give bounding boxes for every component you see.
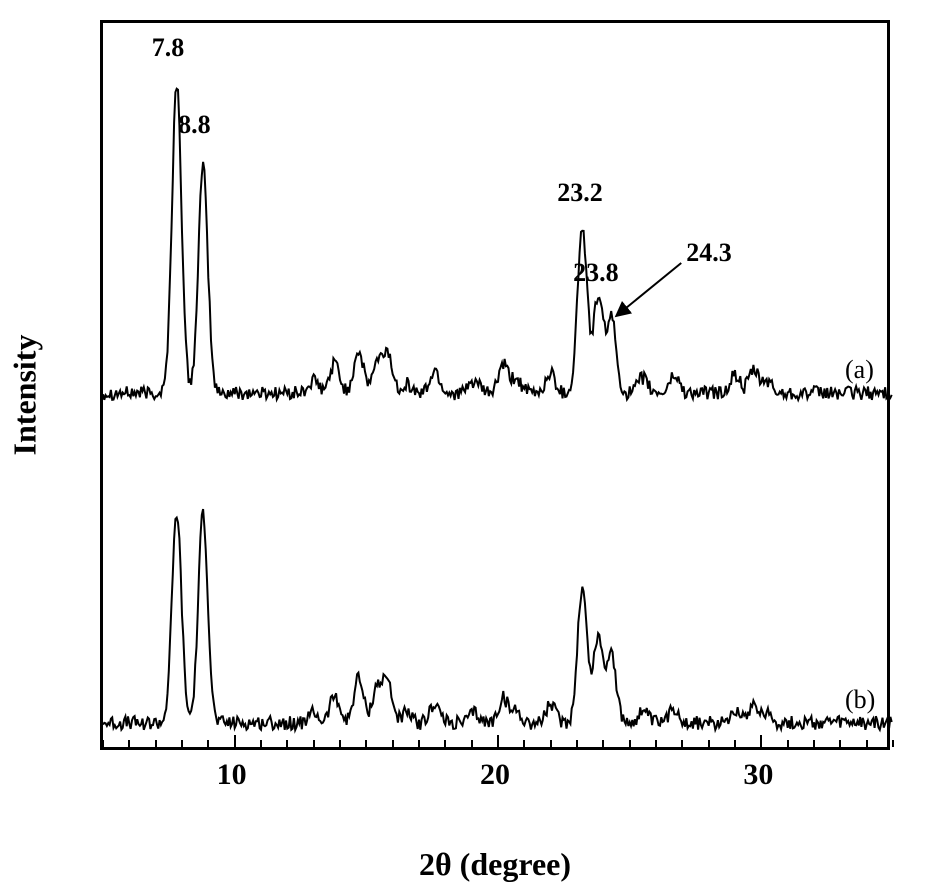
x-major-tick	[760, 735, 762, 747]
peak-label-24-3: 24.3	[686, 238, 732, 268]
x-minor-tick	[602, 740, 604, 747]
x-minor-tick	[418, 740, 420, 747]
x-minor-tick	[339, 740, 341, 747]
peak-label-7-8: 7.8	[152, 33, 185, 63]
series-label-b: (b)	[845, 685, 875, 715]
peak-arrow	[616, 263, 681, 316]
x-minor-tick	[392, 740, 394, 747]
peak-label-8-8: 8.8	[178, 110, 211, 140]
x-minor-tick	[550, 740, 552, 747]
x-major-tick	[497, 735, 499, 747]
series-label-a: (a)	[845, 355, 874, 385]
x-minor-tick	[260, 740, 262, 747]
x-tick-label: 10	[217, 758, 247, 792]
x-minor-tick	[681, 740, 683, 747]
x-minor-tick	[128, 740, 130, 747]
x-minor-tick	[286, 740, 288, 747]
x-minor-tick	[181, 740, 183, 747]
x-minor-tick	[892, 740, 894, 747]
spectra-svg	[103, 23, 893, 753]
x-minor-tick	[629, 740, 631, 747]
x-minor-tick	[839, 740, 841, 747]
x-minor-tick	[866, 740, 868, 747]
x-minor-tick	[708, 740, 710, 747]
spectrum-b	[103, 509, 892, 730]
plot-area: 7.8 8.8 23.2 23.8 24.3 (a) (b)	[100, 20, 890, 750]
x-minor-tick	[813, 740, 815, 747]
x-minor-tick	[444, 740, 446, 747]
x-axis-label: 2θ (degree)	[419, 846, 571, 883]
peak-label-23-2: 23.2	[557, 178, 603, 208]
x-minor-tick	[313, 740, 315, 747]
x-minor-tick	[102, 740, 104, 747]
x-minor-tick	[155, 740, 157, 747]
x-minor-tick	[365, 740, 367, 747]
xrd-chart: 7.8 8.8 23.2 23.8 24.3 (a) (b) 10 20 30	[100, 20, 890, 790]
x-minor-tick	[734, 740, 736, 747]
x-minor-tick	[207, 740, 209, 747]
peak-label-23-8: 23.8	[573, 258, 619, 288]
y-axis-label: Intensity	[7, 335, 44, 456]
x-minor-tick	[523, 740, 525, 747]
x-major-tick	[234, 735, 236, 747]
x-minor-tick	[655, 740, 657, 747]
x-tick-label: 20	[480, 758, 510, 792]
x-tick-label: 30	[743, 758, 773, 792]
spectrum-a	[103, 89, 892, 400]
x-minor-tick	[787, 740, 789, 747]
x-minor-tick	[576, 740, 578, 747]
x-minor-tick	[471, 740, 473, 747]
